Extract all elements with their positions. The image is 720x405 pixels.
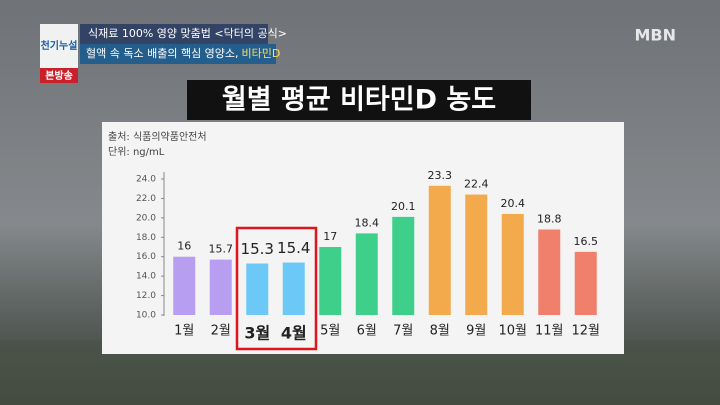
bar [246, 263, 269, 315]
value-label: 16.5 [574, 235, 599, 248]
value-label: 18.4 [355, 216, 380, 229]
value-label: 18.8 [537, 213, 562, 226]
y-tick-label: 12.0 [136, 291, 156, 301]
title-box [187, 80, 531, 120]
y-tick-label: 22.0 [136, 194, 156, 204]
y-tick-label: 16.0 [136, 252, 156, 262]
bar [173, 256, 196, 315]
bar [355, 233, 378, 315]
subheadline: 혈액 속 독소 배출의 핵심 영양소, 비타민D [86, 46, 280, 60]
value-label: 22.4 [464, 178, 489, 191]
value-label: 20.1 [391, 200, 416, 213]
x-tick-label: 6월 [357, 324, 377, 339]
badge-box [40, 68, 78, 83]
y-tick-label: 14.0 [136, 272, 156, 282]
bar [428, 185, 451, 315]
subheadline-main: 혈액 속 독소 배출의 핵심 영양소, [86, 46, 239, 60]
logo: 천기누설 [41, 39, 78, 52]
bar [538, 229, 561, 315]
bar [574, 251, 597, 315]
x-tick-label: 1월 [174, 324, 194, 339]
bar [465, 194, 488, 315]
highlight-box [235, 226, 318, 351]
y-tick-label: 24.0 [136, 175, 156, 185]
subheadline-accent: 비타민D [242, 47, 281, 60]
chart-title: 월별 평균 비타민D 농도 [222, 85, 496, 116]
x-tick-label: 5월 [320, 324, 340, 339]
source: 출처: 식품의약품안전처 [108, 131, 207, 143]
unit: 단위: ng/mL [108, 145, 165, 158]
value-label: 23.3 [428, 169, 453, 182]
x-tick-label: 10월 [498, 324, 527, 339]
value-label: 16 [177, 240, 191, 253]
value-label: 15.3 [241, 240, 274, 258]
subheadline-bar [80, 44, 276, 64]
channel-logo: MBN [634, 26, 676, 45]
x-tick-label: 2월 [211, 324, 231, 339]
y-tick-label: 18.0 [136, 233, 156, 243]
x-tick-label: 8월 [430, 324, 450, 339]
headline: 식재료 100% 영양 맞춤법 <닥터의 공식> [88, 27, 287, 40]
value-label: 15.7 [209, 243, 234, 256]
x-tick-label: 11월 [535, 324, 564, 339]
x-tick-label: 12월 [571, 324, 600, 339]
x-tick-label: 9월 [466, 324, 486, 339]
y-tick-label: 10.0 [136, 311, 156, 321]
bar [319, 247, 342, 315]
value-label: 15.4 [277, 239, 310, 257]
logo-box [40, 24, 78, 68]
x-tick-label: 4월 [281, 324, 307, 343]
bar [209, 259, 232, 315]
y-tick-label: 20.0 [136, 213, 156, 223]
value-label: 20.4 [501, 197, 526, 210]
x-tick-label: 3월 [244, 324, 270, 343]
bar [392, 216, 415, 315]
x-tick-label: 7월 [393, 324, 413, 339]
badge: 본방송 [45, 69, 73, 82]
bar [501, 213, 524, 315]
bar [282, 262, 305, 315]
value-label: 17 [323, 230, 337, 243]
headline-bar [80, 24, 268, 44]
